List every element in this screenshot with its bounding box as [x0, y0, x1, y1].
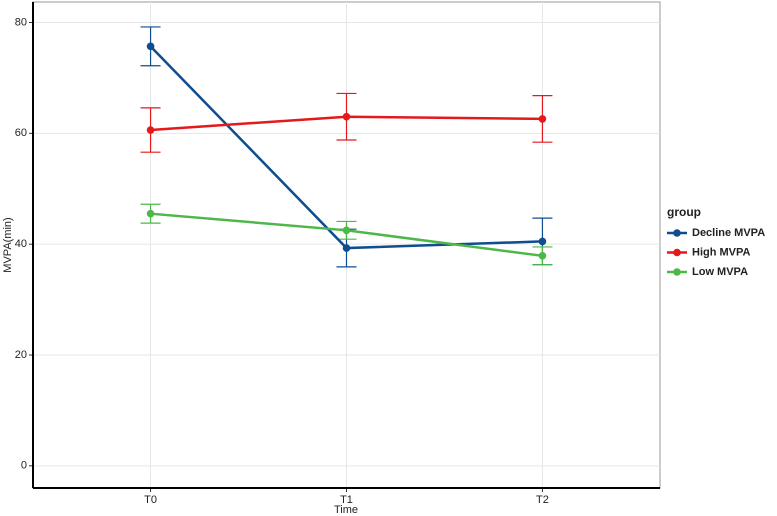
data-point [538, 252, 547, 260]
legend-key-point [673, 229, 681, 237]
legend-key-point [673, 268, 681, 276]
y-tick-label: 60 [15, 127, 27, 139]
legend-label: Decline MVPA [692, 227, 765, 239]
x-tick-label: T2 [536, 494, 549, 506]
legend-key-point [673, 248, 681, 257]
data-point [342, 226, 351, 235]
data-point [342, 244, 351, 252]
data-point [146, 209, 155, 218]
y-axis-label: MVPA(min) [2, 217, 14, 272]
legend-label: High MVPA [692, 246, 751, 258]
legend-title: group [667, 205, 701, 219]
data-point [146, 42, 155, 51]
data-point [538, 237, 547, 246]
legend-label: Low MVPA [692, 266, 748, 278]
x-tick-label: T0 [144, 494, 157, 506]
data-point [342, 112, 351, 121]
x-axis-label: Time [334, 504, 358, 516]
data-point [146, 126, 155, 134]
y-tick-label: 40 [15, 238, 27, 250]
y-tick-label: 20 [15, 349, 27, 361]
y-tick-label: 0 [21, 460, 27, 472]
data-point [538, 115, 547, 123]
x-tick-label: T1 [340, 494, 353, 506]
y-tick-label: 80 [15, 16, 27, 28]
